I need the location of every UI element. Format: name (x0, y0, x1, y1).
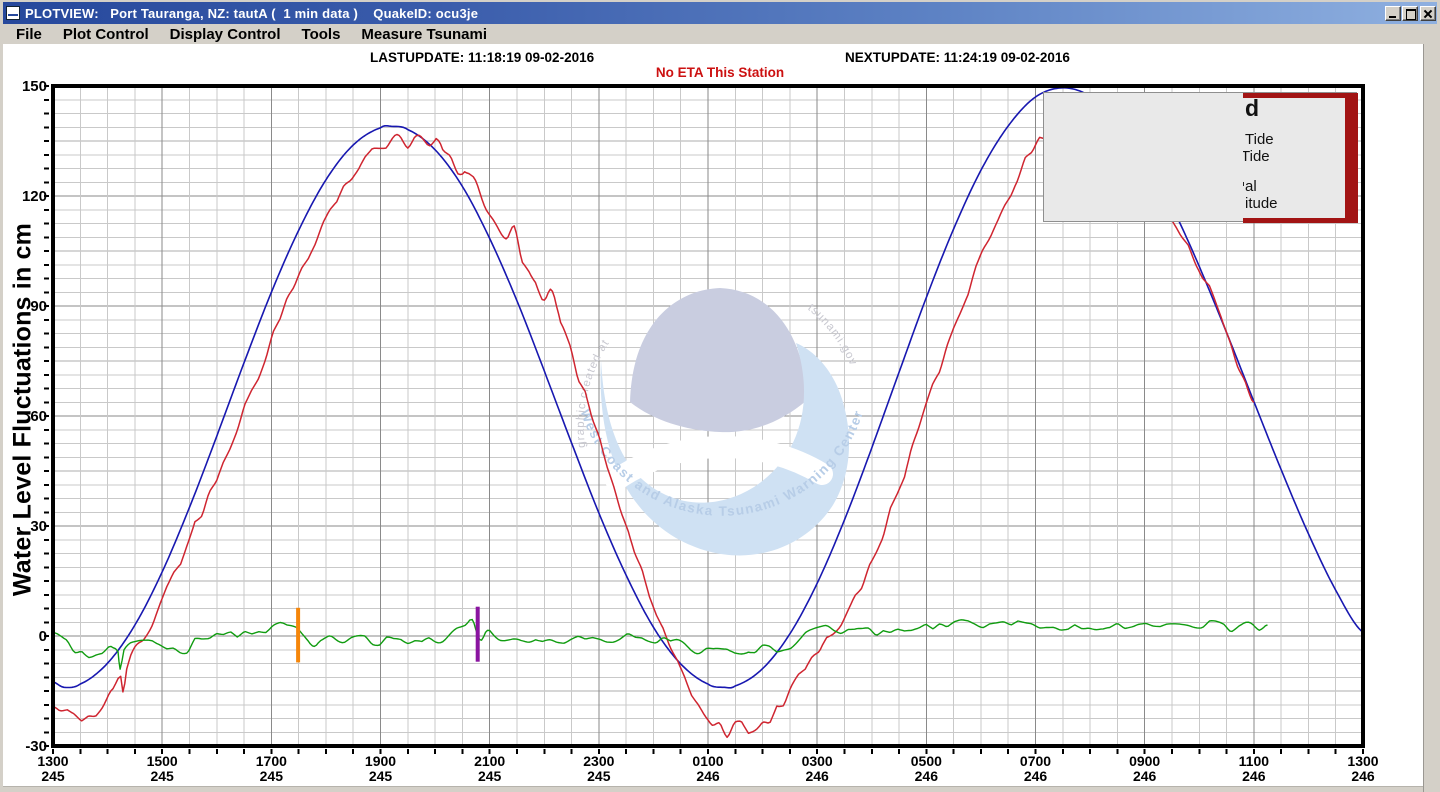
x-tick-time: 0300 (801, 753, 833, 769)
x-tick-time: 0700 (1019, 753, 1052, 769)
eta-note: No ETA This Station (655, 65, 785, 80)
title-bar[interactable]: PLOTVIEW: Port Tauranga, NZ: tautA ( 1 m… (3, 2, 1437, 24)
x-tick-day: 246 (1242, 768, 1266, 784)
x-tick-label: 0500 246 (894, 754, 958, 784)
x-tick-label: 1100 246 (1222, 754, 1286, 784)
x-tick-time: 0500 (910, 753, 942, 769)
x-tick-label: 0100 246 (676, 754, 740, 784)
x-tick-day: 245 (259, 768, 283, 784)
x-tick-label: 2100 245 (458, 754, 522, 784)
orange-time-marker (296, 607, 301, 663)
residual-curve (55, 618, 1268, 670)
menu-tools[interactable]: Tools (301, 25, 341, 43)
x-tick-day: 246 (1023, 768, 1048, 784)
clipped-glyph-artifact (1243, 182, 1244, 186)
y-tick-label: 0 (38, 628, 47, 645)
x-tick-label: 1300 245 (21, 754, 85, 784)
x-tick-time: 1700 (255, 753, 287, 769)
legend-box: d Tide Tide al itude (1043, 92, 1358, 223)
x-tick-label: 2300 245 (567, 754, 631, 784)
x-tick-day: 245 (587, 768, 611, 784)
purple-time-marker (475, 606, 480, 662)
x-tick-time: 1500 (146, 753, 178, 769)
y-tick-label: 90 (30, 298, 47, 315)
x-tick-time: 1900 (364, 753, 397, 769)
legend-text-area: d Tide Tide al itude (1243, 93, 1343, 218)
x-tick-day: 245 (477, 768, 502, 784)
x-tick-day: 246 (1351, 768, 1375, 784)
window-right-border (1423, 44, 1440, 792)
x-tick-label: 1500 245 (130, 754, 194, 784)
legend-item-fragment: itude (1245, 195, 1278, 212)
x-tick-time: 1100 (1238, 753, 1270, 769)
noaa-watermark-logo: West Coast and Alaska Tsunami Warning Ce… (575, 288, 865, 556)
noaa-logo-wave (600, 343, 850, 556)
legend-accent-bottom (1243, 218, 1358, 223)
window-title: PLOTVIEW: Port Tauranga, NZ: tautA ( 1 m… (25, 5, 479, 21)
x-tick-label: 1700 245 (239, 754, 303, 784)
menu-plot-control[interactable]: Plot Control (62, 25, 149, 43)
menu-measure-tsunami[interactable]: Measure Tsunami (361, 25, 488, 43)
x-tick-day: 246 (805, 768, 829, 784)
y-tick-label: 30 (30, 518, 47, 535)
x-tick-time: 0100 (692, 753, 724, 769)
time-markers (296, 606, 480, 663)
close-button[interactable] (1420, 6, 1436, 21)
x-tick-day: 245 (41, 768, 65, 784)
x-tick-day: 245 (150, 768, 174, 784)
y-tick-label: 150 (21, 78, 47, 95)
lastupdate-text: LASTUPDATE: 11:18:19 09-02-2016 (370, 50, 595, 65)
x-tick-label: 0900 246 (1113, 754, 1177, 784)
x-tick-time: 1300 (1347, 753, 1379, 769)
menu-display-control[interactable]: Display Control (169, 25, 281, 43)
legend-item-fragment: al (1245, 178, 1257, 195)
legend-item-fragment: Tide (1245, 131, 1274, 148)
legend-header-fragment: d (1245, 95, 1260, 121)
app-icon (6, 6, 20, 20)
maximize-button[interactable] (1402, 6, 1418, 21)
y-tick-label: -30 (25, 738, 47, 755)
y-tick-label: 120 (21, 188, 47, 205)
x-tick-label: 0300 246 (785, 754, 849, 784)
legend-item-fragment: Tide (1243, 148, 1270, 165)
x-tick-time: 2100 (474, 753, 506, 769)
menu-file[interactable]: File (16, 25, 42, 43)
nextupdate-text: NEXTUPDATE: 11:24:19 09-02-2016 (845, 50, 1070, 65)
legend-accent-top (1243, 93, 1358, 98)
x-tick-day: 246 (696, 768, 720, 784)
x-tick-label: 0700 246 (1004, 754, 1068, 784)
x-tick-time: 2300 (583, 753, 615, 769)
legend-accent-right (1345, 93, 1358, 223)
noaa-logo-dome (630, 288, 807, 433)
menu-bar: File Plot Control Display Control Tools … (3, 24, 1437, 44)
minimize-button[interactable] (1385, 6, 1401, 21)
grid-lines (52, 85, 1364, 747)
x-tick-day: 245 (368, 768, 393, 784)
x-tick-day: 246 (914, 768, 938, 784)
x-tick-day: 246 (1132, 768, 1157, 784)
x-tick-label: 1900 245 (349, 754, 413, 784)
x-tick-label: 1300 246 (1331, 754, 1395, 784)
x-tick-time: 0900 (1129, 753, 1161, 769)
x-tick-time: 1300 (37, 753, 69, 769)
axis-ticks (44, 85, 1364, 754)
y-tick-label: 60 (30, 408, 47, 425)
plot-frame (51, 84, 1365, 748)
window-bottom-border (3, 786, 1423, 792)
noaa-logo-gull (605, 436, 833, 491)
